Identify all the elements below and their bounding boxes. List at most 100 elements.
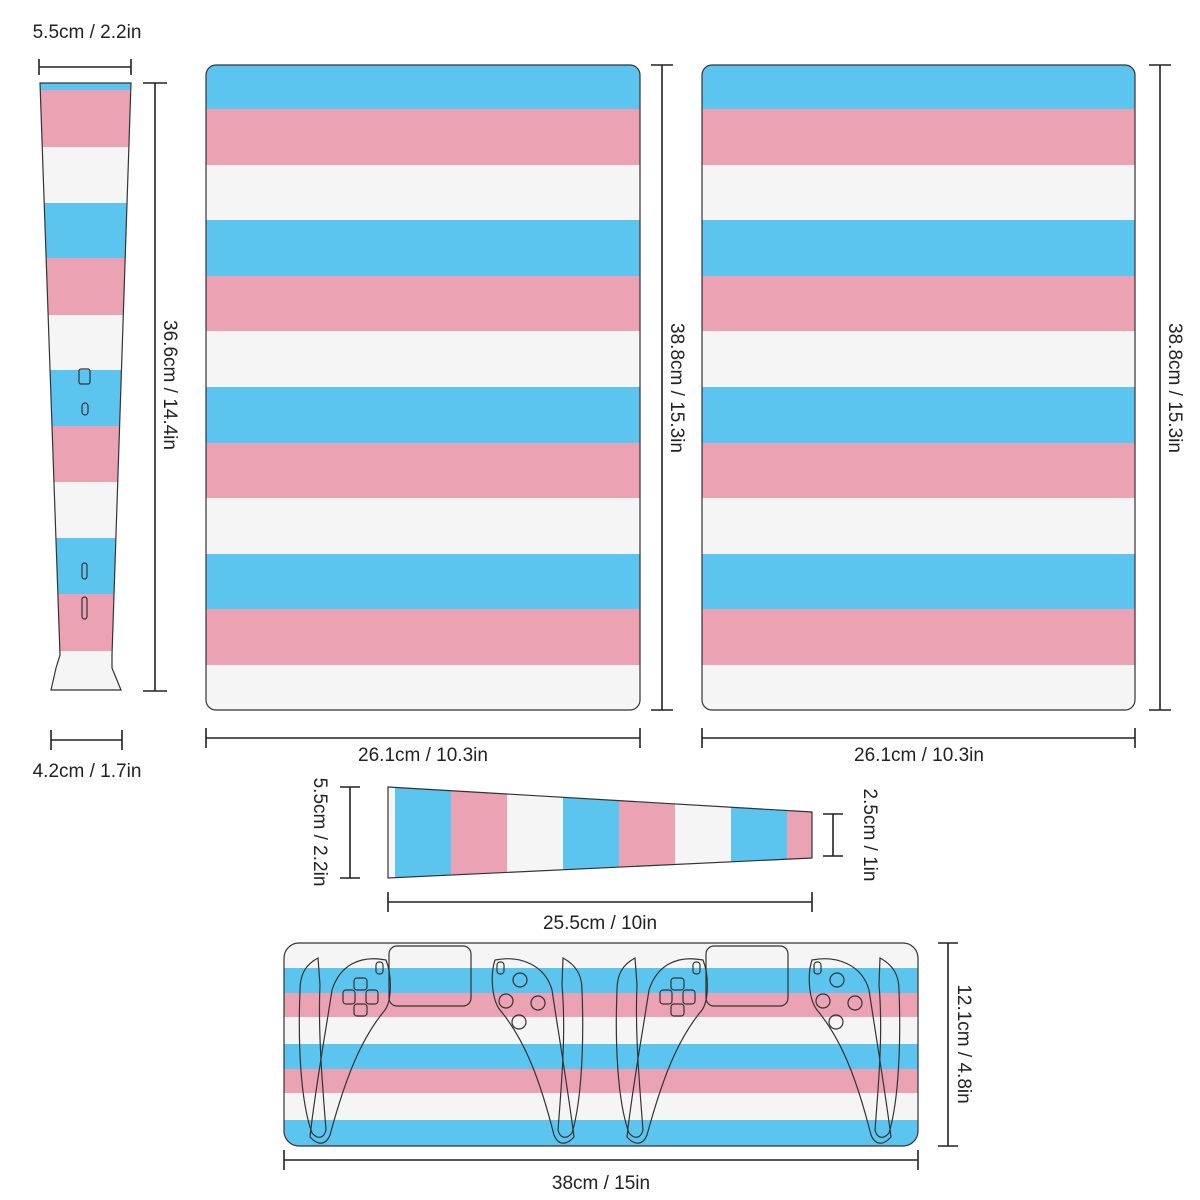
white-stripe (702, 665, 1135, 710)
blue-stripe (702, 554, 1135, 610)
right-panel-height-dimension: 38.8cm / 15.3in (1149, 64, 1185, 711)
blue-stripe (395, 787, 452, 878)
white-stripe (702, 498, 1135, 555)
white-stripe (702, 331, 1135, 388)
strip-height-dimension: 36.6cm / 14.4in (143, 82, 180, 692)
blue-stripe (206, 65, 640, 110)
white-stripe (702, 165, 1135, 221)
circle-button-outline (530, 995, 546, 1011)
wedge-strip-outline (387, 786, 813, 879)
white-stripe (206, 665, 640, 710)
white-stripe (206, 331, 640, 388)
white-stripe (284, 943, 918, 969)
pink-stripe (702, 109, 1135, 166)
controller-sheet-height-label: 12.1cm / 4.8in (953, 984, 974, 1103)
blue-stripe (284, 1044, 918, 1070)
dpad-down-outline (670, 1003, 685, 1017)
left-panel-width-label: 26.1cm / 10.3in (358, 745, 488, 766)
blue-stripe (40, 538, 131, 595)
strip-top-width-label: 5.5cm / 2.2in (33, 22, 142, 43)
circle-button-outline (847, 995, 863, 1011)
white-stripe (675, 787, 732, 878)
white-stripe (507, 787, 564, 878)
wedge-strip-skin (388, 787, 812, 878)
pink-stripe (206, 443, 640, 499)
white-stripe (284, 1017, 918, 1045)
dpad-up-outline (670, 977, 685, 991)
controller-sheet-skin (284, 943, 918, 1146)
dpad-up-outline (353, 977, 368, 991)
create-button-outline (692, 961, 701, 975)
wedge-left-height-dimension: 5.5cm / 2.2in (309, 778, 360, 887)
side-strip-cutouts (78, 368, 91, 620)
left-panel-outline (205, 64, 641, 711)
triangle-button-outline (829, 972, 845, 988)
wedge-right-height-label: 2.5cm / 1in (859, 789, 880, 882)
side-grip-outline (557, 957, 584, 1138)
white-stripe (206, 165, 640, 221)
wedge-left-height-label: 5.5cm / 2.2in (309, 778, 330, 887)
dpad-left-outline (659, 989, 673, 1005)
white-stripe (40, 651, 131, 690)
cross-button-outline (511, 1014, 527, 1030)
left-panel-width-dimension: 26.1cm / 10.3in (205, 728, 641, 766)
strip-height-label: 36.6cm / 14.4in (159, 320, 180, 450)
left-panel-height-label: 38.8cm / 15.3in (666, 323, 687, 453)
blue-stripe (40, 83, 131, 91)
pink-stripe (451, 787, 508, 878)
left-handle-outline (309, 958, 391, 1144)
strip-bottom-width-label: 4.2cm / 1.7in (33, 761, 142, 782)
right-panel-width-label: 26.1cm / 10.3in (854, 745, 984, 766)
side-grip-outline (615, 957, 644, 1138)
wedge-length-dimension: 25.5cm / 10in (387, 892, 813, 934)
pink-stripe (619, 787, 676, 878)
pink-stripe (702, 443, 1135, 499)
pink-stripe (206, 276, 640, 332)
right-handle-outline (491, 958, 575, 1144)
touchpad-outline (388, 945, 472, 1007)
strip-bottom-width-dimension: 4.2cm / 1.7in (33, 730, 142, 782)
pink-stripe (206, 109, 640, 166)
controller-sheet-width-dimension: 38cm / 15in (283, 1150, 919, 1194)
right-panel-height-label: 38.8cm / 15.3in (1164, 323, 1185, 453)
right-panel-outline (701, 64, 1136, 711)
right-handle-outline (808, 958, 892, 1144)
touchpad-outline (705, 945, 789, 1007)
create-button-outline (375, 961, 384, 975)
right-panel-skin (702, 65, 1135, 710)
pink-stripe (206, 609, 640, 666)
white-stripe (40, 147, 131, 204)
cross-button-outline (828, 1014, 844, 1030)
options-button-outline (813, 961, 822, 975)
controller-sheet-outline (283, 942, 919, 1147)
controller-sheet-width-label: 38cm / 15in (552, 1173, 650, 1194)
square-button-outline (815, 993, 831, 1009)
controller-cutout-outlines (298, 945, 901, 1144)
dpad-left-outline (342, 989, 356, 1005)
pink-stripe (40, 426, 131, 483)
blue-stripe (702, 220, 1135, 277)
options-button-outline (496, 961, 505, 975)
pink-stripe (284, 993, 918, 1018)
blue-stripe (284, 968, 918, 994)
side-grip-outline (298, 957, 327, 1138)
dpad-down-outline (353, 1003, 368, 1017)
square-button-outline (498, 993, 514, 1009)
blue-stripe (702, 387, 1135, 444)
dpad-right-outline (682, 989, 696, 1005)
white-stripe (40, 482, 131, 539)
left-panel-height-dimension: 38.8cm / 15.3in (651, 64, 687, 711)
wedge-length-label: 25.5cm / 10in (543, 913, 657, 934)
white-stripe (206, 498, 640, 555)
side-strip-skin (40, 83, 131, 690)
pink-stripe (787, 787, 812, 878)
pink-stripe (702, 609, 1135, 666)
blue-stripe (731, 787, 788, 878)
strip-top-width-dimension: 5.5cm / 2.2in (33, 22, 142, 75)
blue-stripe (206, 387, 640, 444)
pink-stripe (702, 276, 1135, 332)
controller-sheet-height-dimension: 12.1cm / 4.8in (938, 942, 974, 1147)
blue-stripe (206, 554, 640, 610)
left-panel-skin (206, 65, 640, 710)
